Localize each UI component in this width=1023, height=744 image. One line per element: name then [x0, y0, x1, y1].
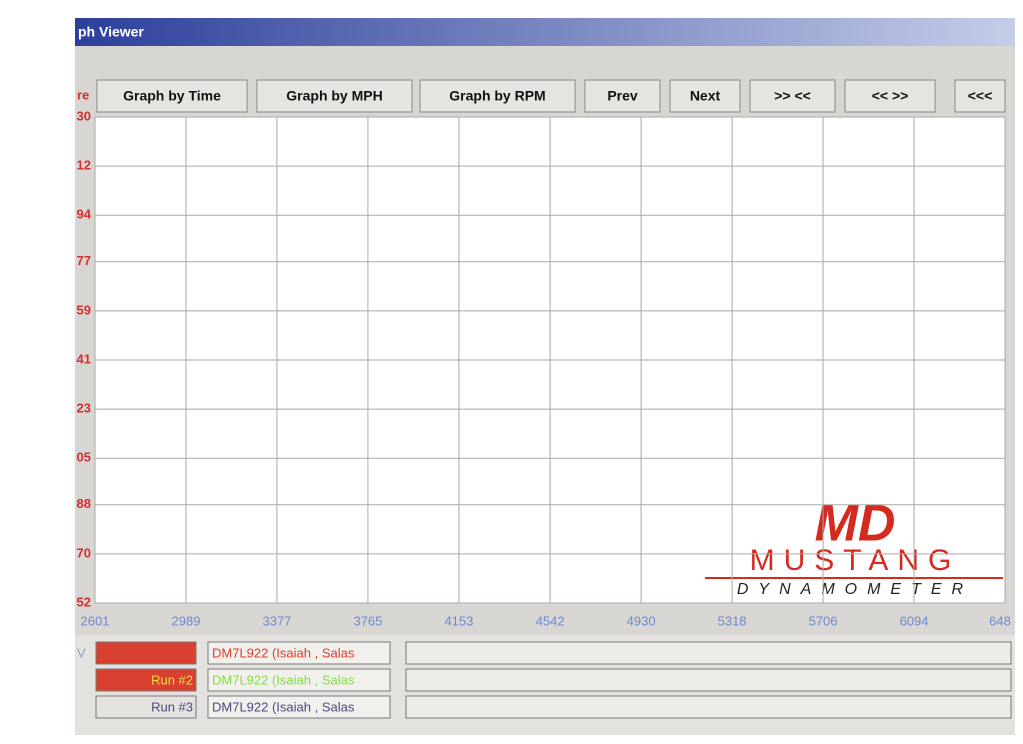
run-cell — [207, 668, 391, 692]
x-tick-label: 5706 — [809, 613, 838, 628]
y-tick-label: 77 — [77, 253, 91, 268]
x-tick-label: 5318 — [718, 613, 747, 628]
button-label: <<< — [968, 88, 993, 104]
run-cell — [207, 641, 391, 665]
logo-sub: DYNAMOMETER — [737, 581, 973, 598]
toolbar-button[interactable] — [419, 79, 576, 113]
button-label: Prev — [607, 88, 638, 104]
y-tick-label: 23 — [77, 401, 91, 416]
x-tick-label: 6094 — [900, 613, 929, 628]
y-tick-label: 94 — [77, 207, 92, 222]
y-tick-label: 12 — [77, 158, 91, 173]
y-tick-label: 70 — [77, 545, 91, 560]
run-swatch — [95, 695, 197, 719]
run-label: Run #2 — [151, 672, 193, 687]
run-cell — [207, 695, 391, 719]
toolbar-button[interactable] — [256, 79, 413, 113]
toolbar-button[interactable] — [749, 79, 836, 113]
run-extra — [405, 668, 1012, 692]
run-extra — [405, 641, 1012, 665]
x-tick-label: 4930 — [627, 613, 656, 628]
button-label: Graph by MPH — [286, 88, 382, 104]
x-tick-label: 3765 — [353, 613, 382, 628]
run-name: DM7L922 (Isaiah , Salas — [212, 672, 355, 687]
x-tick-label: 2601 — [81, 613, 110, 628]
run-swatch — [95, 641, 197, 665]
cut-button-label: re — [77, 87, 89, 102]
run-extra — [405, 695, 1012, 719]
cut-legend-label: V — [77, 645, 86, 660]
run-name: DM7L922 (Isaiah , Salas — [212, 699, 355, 714]
x-tick-label: 3377 — [262, 613, 291, 628]
toolbar-button[interactable] — [669, 79, 741, 113]
toolbar-button[interactable] — [584, 79, 661, 113]
toolbar-button[interactable] — [96, 79, 248, 113]
x-tick-label: 2989 — [172, 613, 201, 628]
run-label: Run #3 — [151, 699, 193, 714]
x-tick-label: 648 — [989, 613, 1011, 628]
toolbar-button[interactable] — [954, 79, 1006, 113]
run-name: DM7L922 (Isaiah , Salas — [212, 645, 355, 660]
toolbar-button[interactable] — [844, 79, 936, 113]
button-label: << >> — [872, 88, 909, 104]
button-label: Graph by Time — [123, 88, 221, 104]
button-label: Next — [690, 88, 721, 104]
button-label: >> << — [774, 88, 811, 104]
y-tick-label: 88 — [77, 496, 91, 511]
button-label: Graph by RPM — [449, 88, 545, 104]
title-bar — [75, 18, 1015, 46]
y-tick-label: 05 — [77, 450, 91, 465]
y-tick-label: 41 — [77, 351, 91, 366]
x-tick-label: 4542 — [536, 613, 565, 628]
window-title: ph Viewer — [78, 24, 144, 40]
y-tick-label: 52 — [77, 594, 91, 609]
run-swatch — [95, 668, 197, 692]
y-tick-label: 59 — [77, 302, 91, 317]
y-tick-label: 30 — [77, 108, 91, 123]
x-tick-label: 4153 — [444, 613, 473, 628]
logo-name: MUSTANG — [750, 544, 961, 577]
